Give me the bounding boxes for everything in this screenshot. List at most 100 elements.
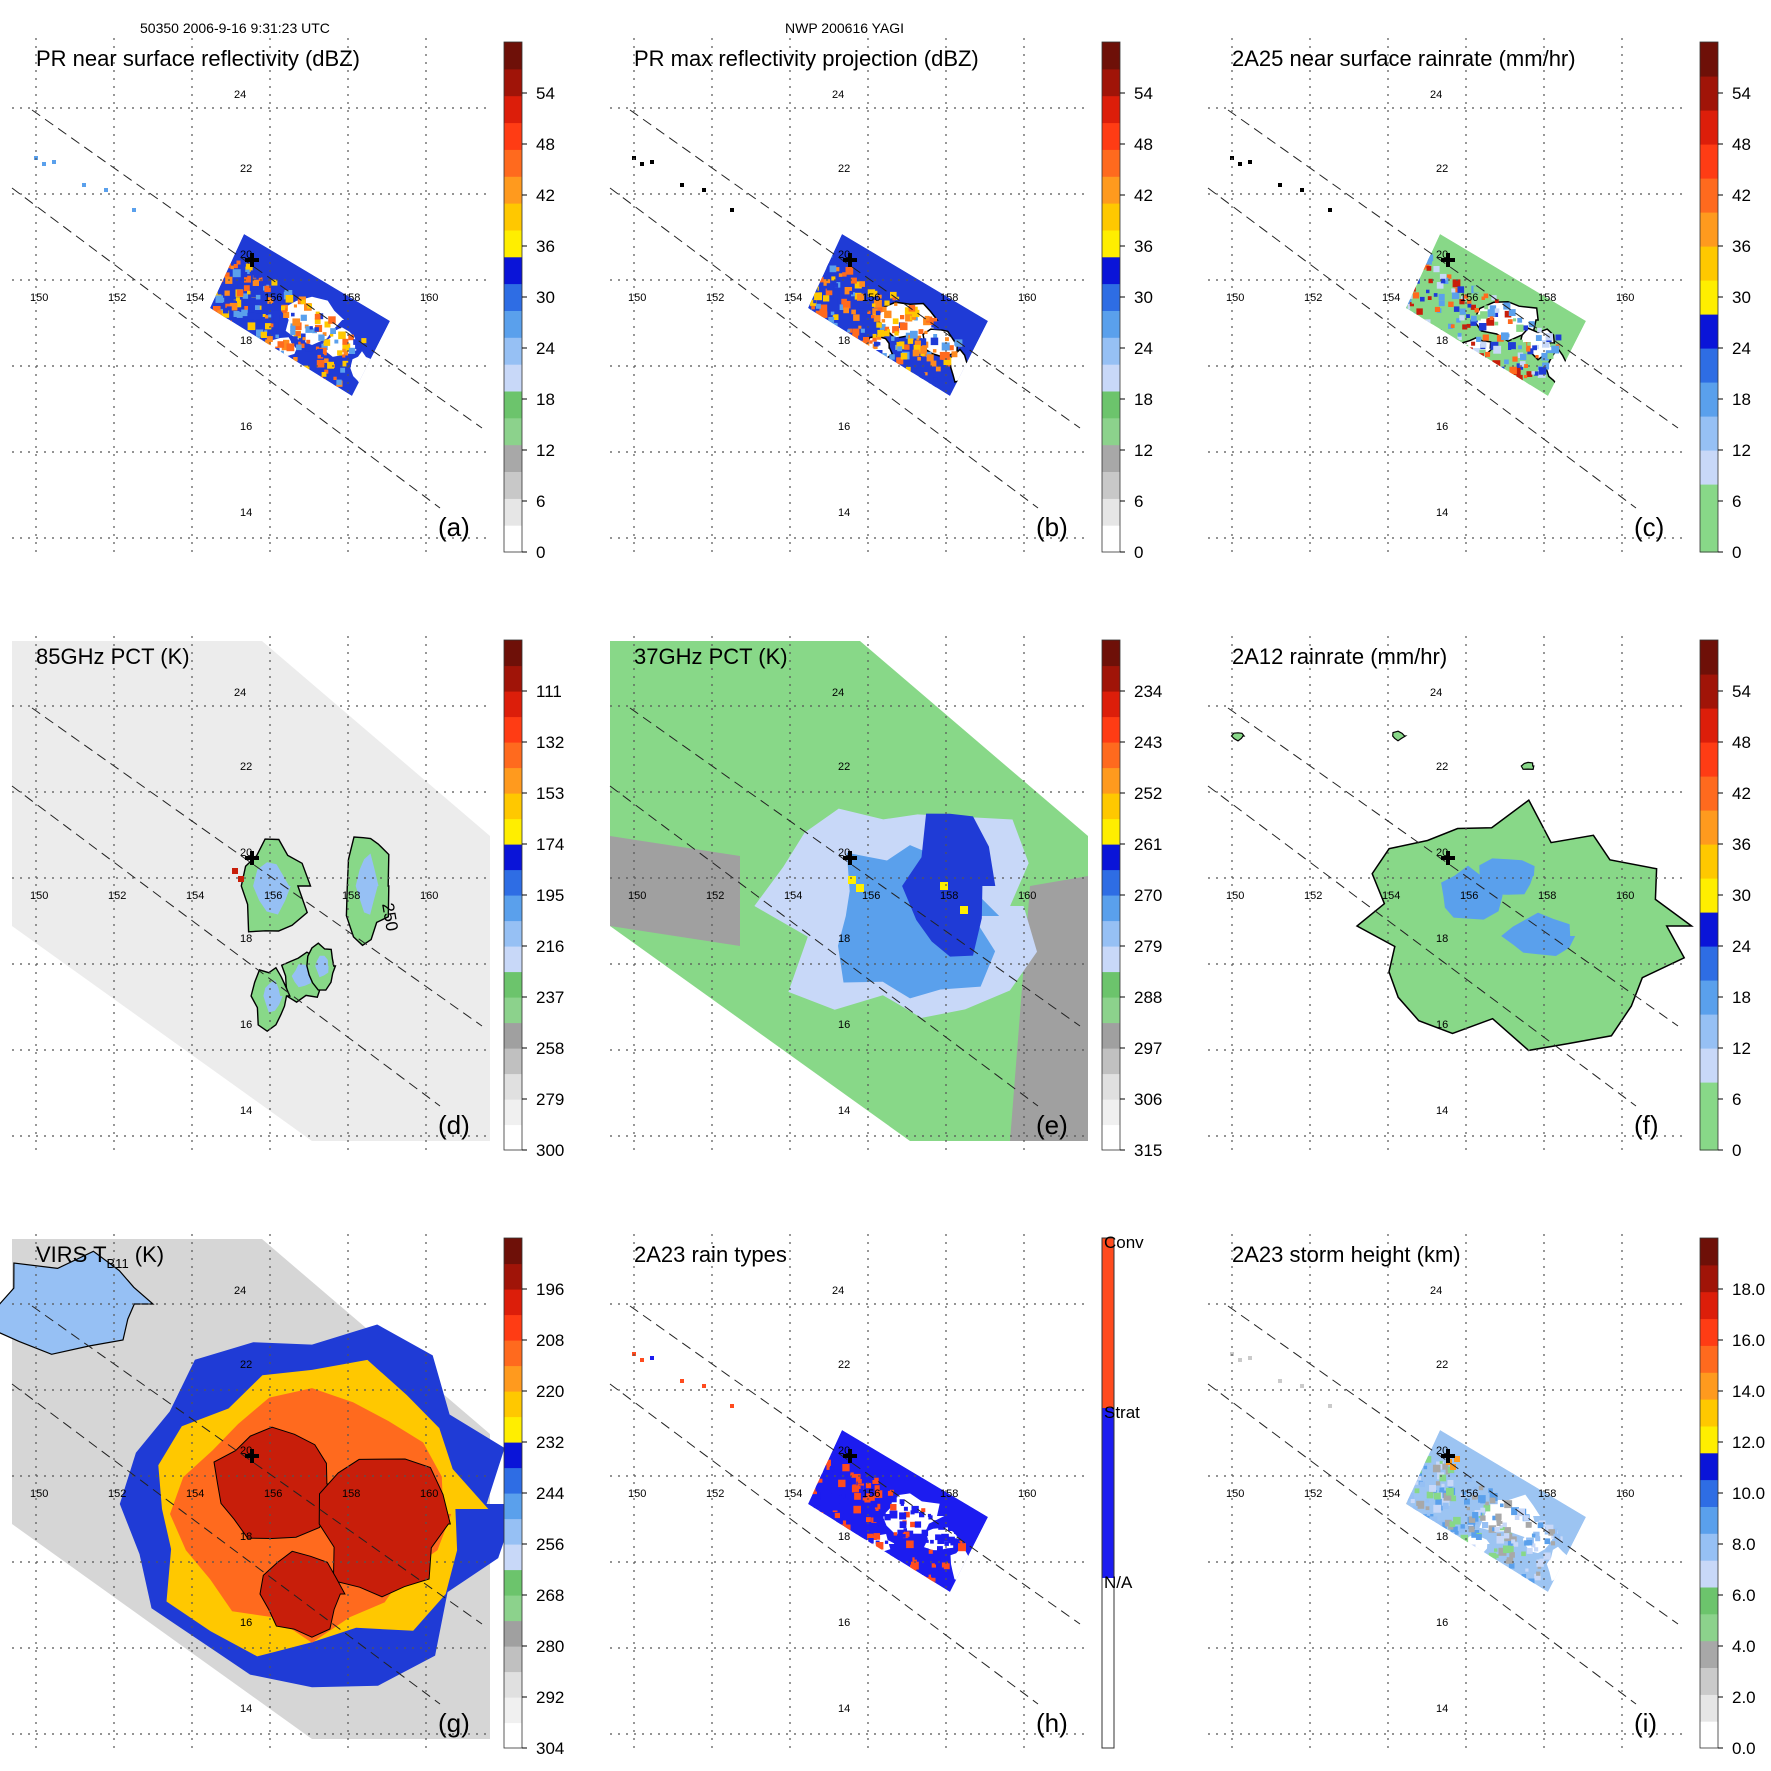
field-pixel — [819, 304, 828, 313]
isolated-rain-cell — [1230, 732, 1246, 742]
lon-label: 160 — [1616, 1488, 1634, 1500]
field-pixel — [931, 1570, 939, 1578]
field-pixel — [810, 1488, 817, 1495]
field-pixel — [1547, 353, 1554, 359]
field-pixel — [1467, 299, 1472, 304]
field-pixel — [869, 340, 873, 344]
swath-edge-line — [609, 785, 1039, 1107]
field-pixel — [838, 1479, 846, 1488]
lon-label: 160 — [420, 890, 438, 902]
field-pixel — [918, 385, 925, 392]
field-pixel — [1440, 278, 1446, 284]
field-pixel — [894, 337, 900, 342]
colorbar-segment — [504, 1263, 522, 1290]
field-pixel — [1448, 1524, 1454, 1530]
field-pixel — [1524, 383, 1529, 389]
field-pixel — [255, 294, 261, 300]
lat-label: 14 — [1436, 1105, 1448, 1117]
field-pixel — [337, 350, 343, 356]
field-pixel — [293, 322, 302, 331]
field-pixel — [801, 1501, 805, 1505]
lon-label: 152 — [108, 890, 126, 902]
field-pixel — [877, 1568, 882, 1573]
field-pixel — [873, 341, 879, 347]
colorbar-segment — [504, 256, 522, 285]
field-pixel — [1492, 1515, 1497, 1521]
field-pixel — [273, 322, 279, 329]
colorbar-tick-label: 208 — [536, 1331, 564, 1350]
colorbar-segment — [504, 176, 522, 204]
field-pixel — [889, 1552, 894, 1557]
lon-label: 160 — [1018, 1488, 1036, 1500]
field-pixel — [277, 341, 285, 348]
panel-title: 2A12 rainrate (mm/hr) — [1232, 644, 1447, 669]
field-pixel — [1409, 1470, 1416, 1478]
field-pixel — [921, 385, 926, 389]
field-pixel — [215, 295, 223, 303]
field-pixel — [827, 1537, 834, 1544]
field-pixel — [340, 367, 346, 373]
field-pixel — [891, 1562, 896, 1567]
field-pixel — [845, 1549, 849, 1553]
colorbar-segment — [504, 1620, 522, 1647]
field-pixel — [1503, 1545, 1511, 1554]
field-pixel — [923, 1596, 930, 1603]
field-pixel — [904, 344, 910, 350]
scattered-echo — [1278, 1379, 1282, 1383]
field-pixel — [1544, 1538, 1551, 1545]
field-pixel — [255, 339, 262, 346]
lat-label: 24 — [832, 89, 844, 101]
colorbar-segment — [1700, 314, 1718, 349]
field-pixel — [818, 255, 825, 262]
header-storm-name: NWP 200616 YAGI — [785, 20, 905, 36]
colorbar-segment — [504, 1073, 522, 1100]
field-pixel — [853, 1505, 861, 1514]
field-pixel — [1406, 302, 1408, 311]
field-pixel — [1511, 1578, 1517, 1583]
swath-edge-line — [629, 1305, 1081, 1625]
field-pixel — [253, 270, 261, 278]
field-pixel — [801, 284, 806, 289]
field-pixel — [896, 1571, 902, 1577]
scattered-echo — [650, 1356, 654, 1360]
field-pixel — [1511, 1583, 1520, 1592]
field-pixel — [856, 1485, 864, 1494]
scattered-echo — [650, 160, 654, 164]
field-pixel — [1538, 367, 1547, 375]
field-pixel — [891, 336, 896, 341]
field-pixel — [285, 295, 294, 303]
field-pixel — [1406, 1521, 1410, 1528]
field-pixel — [1385, 309, 1392, 316]
field-pixel — [881, 1568, 886, 1574]
field-pixel — [899, 322, 908, 331]
field-pixel — [252, 336, 261, 345]
field-pixel — [823, 1463, 830, 1470]
field-pixel — [1450, 324, 1455, 329]
field-pixel — [281, 344, 288, 351]
field-pixel — [1468, 1544, 1476, 1552]
colorbar-tick-label: 252 — [1134, 784, 1162, 803]
field-pixel — [1518, 345, 1522, 350]
scattered-echo — [1300, 188, 1304, 192]
field-pixel — [948, 345, 954, 351]
field-pixel — [896, 357, 904, 365]
field-pixel — [247, 290, 251, 295]
colorbar-segment — [1102, 229, 1120, 258]
field-pixel — [1471, 1494, 1477, 1500]
field-pixel — [808, 309, 812, 317]
field-pixel — [822, 1526, 830, 1534]
field-pixel — [1434, 1492, 1441, 1500]
header-orbit-info: 50350 2006-9-16 9:31:23 UTC — [140, 20, 330, 36]
field-pixel — [196, 315, 200, 319]
field-pixel — [872, 1477, 879, 1484]
lat-label: 14 — [838, 507, 850, 519]
field-pixel — [324, 403, 332, 411]
colorbar-segment — [1102, 640, 1120, 667]
field-pixel — [333, 376, 337, 380]
swath-edge-line — [1207, 785, 1637, 1107]
field-pixel — [1432, 1464, 1441, 1473]
field-pixel — [1485, 351, 1491, 357]
field-pixel — [1505, 1559, 1510, 1564]
field-pixel — [839, 304, 846, 310]
